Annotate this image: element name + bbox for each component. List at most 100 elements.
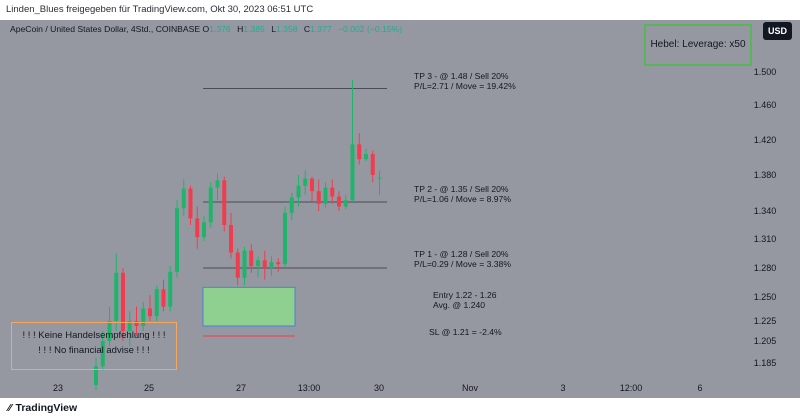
sl-text: SL @ 1.21 = -2.4%	[429, 327, 502, 337]
candle-body	[337, 196, 341, 207]
close-value: 1.377	[310, 24, 332, 34]
tp3-pl-text: P/L=2.71 / Move = 19.42%	[414, 81, 516, 91]
x-tick-label: 25	[144, 383, 154, 393]
candle-body	[249, 250, 254, 267]
candle-body	[303, 178, 308, 186]
x-tick-label: 12:00	[620, 383, 643, 393]
low-label: L	[271, 24, 276, 34]
y-tick-label: 1.380	[754, 170, 777, 180]
x-tick-label: 6	[697, 383, 702, 393]
tp1-annotation: TP 1 - @ 1.28 / Sell 20% P/L=0.29 / Move…	[414, 249, 511, 269]
entry-avg-text: Avg. @ 1.240	[433, 300, 486, 310]
candle-body	[364, 154, 368, 160]
candle-body	[229, 225, 233, 253]
x-tick-label: 23	[53, 383, 63, 393]
candle-body	[175, 208, 179, 272]
candle-body	[262, 260, 267, 268]
tp3-annotation: TP 3 - @ 1.48 / Sell 20% P/L=2.71 / Move…	[414, 71, 516, 91]
y-tick-label: 1.225	[754, 316, 777, 326]
currency-button[interactable]: USD	[762, 22, 792, 40]
candle-body	[215, 180, 220, 188]
symbol-legend: ApeCoin / United States Dollar, 4Std., C…	[10, 24, 402, 34]
high-value: 1.385	[243, 24, 265, 34]
candle-body	[208, 187, 213, 223]
open-label: O	[202, 24, 210, 34]
candle-body	[357, 144, 362, 160]
candle-body	[168, 271, 173, 307]
tp3-text: TP 3 - @ 1.48 / Sell 20%	[414, 71, 509, 81]
tp2-pl-text: P/L=1.06 / Move = 8.97%	[414, 194, 511, 204]
candle-body	[276, 262, 281, 265]
sl-annotation: SL @ 1.21 = -2.4%	[429, 327, 502, 337]
y-tick-label: 1.280	[754, 263, 777, 273]
candle-body	[283, 212, 287, 265]
tradingview-brand: TradingView	[15, 402, 78, 414]
entry-text: Entry 1.22 - 1.26	[433, 290, 497, 300]
x-tick-label: Nov	[462, 383, 479, 393]
candle-body	[121, 272, 125, 331]
candle-body	[94, 366, 98, 385]
candle-body	[222, 180, 227, 225]
tradingview-logo[interactable]: ⁄⁄ TradingView	[8, 402, 77, 414]
tp1-text: TP 1 - @ 1.28 / Sell 20%	[414, 249, 509, 259]
candle-body	[127, 321, 132, 331]
tp2-annotation: TP 2 - @ 1.35 / Sell 20% P/L=1.06 / Move…	[414, 184, 511, 204]
symbol-title: ApeCoin / United States Dollar, 4Std., C…	[10, 24, 201, 34]
y-tick-label: 1.460	[754, 100, 777, 110]
tradingview-mark-icon: ⁄⁄	[8, 402, 12, 414]
candle-body	[161, 289, 166, 307]
candle-body	[242, 250, 247, 278]
candle-body	[377, 177, 382, 179]
candle-body	[141, 308, 146, 326]
y-tick-label: 1.500	[754, 67, 777, 77]
candle-body	[100, 341, 105, 367]
candle-body	[296, 185, 301, 198]
disclaimer-line-1: ! ! ! Keine Handelsempfehlung ! ! !	[22, 330, 166, 341]
tp1-pl-text: P/L=0.29 / Move = 3.38%	[414, 259, 511, 269]
candle-body	[107, 321, 112, 341]
candle-body	[134, 321, 139, 326]
chart-area[interactable]: 1.500 1.460 1.420 1.380 1.340 1.310 1.280 1.250…	[0, 20, 800, 398]
candle-body	[310, 178, 314, 192]
y-tick-label: 1.185	[754, 358, 777, 368]
share-banner: Linden_Blues freigegeben für TradingView…	[0, 0, 800, 20]
candle-body	[289, 197, 294, 213]
x-tick-label: 27	[236, 383, 246, 393]
candle-body	[235, 252, 240, 278]
tp2-text: TP 2 - @ 1.35 / Sell 20%	[414, 184, 509, 194]
y-tick-label: 1.420	[754, 135, 777, 145]
entry-annotation: Entry 1.22 - 1.26 Avg. @ 1.240	[433, 290, 497, 310]
candle-body	[114, 272, 119, 321]
candle-body	[148, 308, 152, 317]
candlestick-chart[interactable]: 1.500 1.460 1.420 1.380 1.340 1.310 1.280 1.250…	[0, 20, 800, 398]
candle-body	[343, 200, 348, 207]
footer: ⁄⁄ TradingView	[0, 398, 800, 420]
disclaimer-line-2: ! ! ! No financial advise ! ! !	[38, 345, 150, 356]
x-tick-label: 3	[560, 383, 565, 393]
candle-body	[350, 144, 355, 201]
candle-body	[154, 289, 159, 317]
disclaimer-box: ! ! ! Keine Handelsempfehlung ! ! ! ! ! …	[11, 322, 177, 370]
candle-body	[195, 218, 200, 238]
candle-body	[323, 187, 328, 204]
entry-zone	[202, 286, 296, 327]
candle-body	[202, 222, 206, 238]
candle-body	[370, 154, 375, 175]
y-tick-label: 1.250	[754, 292, 777, 302]
candle-body	[188, 188, 193, 219]
high-label: H	[237, 24, 244, 34]
candle-body	[330, 187, 335, 197]
open-value: 1.376	[209, 24, 231, 34]
y-tick-label: 1.310	[754, 234, 777, 244]
candle-body	[256, 260, 260, 267]
x-tick-label: 30	[374, 383, 384, 393]
x-tick-label: 13:00	[298, 383, 321, 393]
y-tick-label: 1.205	[754, 336, 777, 346]
close-label: C	[303, 24, 311, 34]
candle-body	[181, 188, 186, 209]
y-tick-label: 1.340	[754, 206, 777, 216]
candle-body	[316, 191, 321, 204]
candle-body	[269, 262, 274, 268]
low-value: 1.358	[276, 24, 298, 34]
leverage-note: Hebel: Leverage: x50	[644, 24, 752, 66]
